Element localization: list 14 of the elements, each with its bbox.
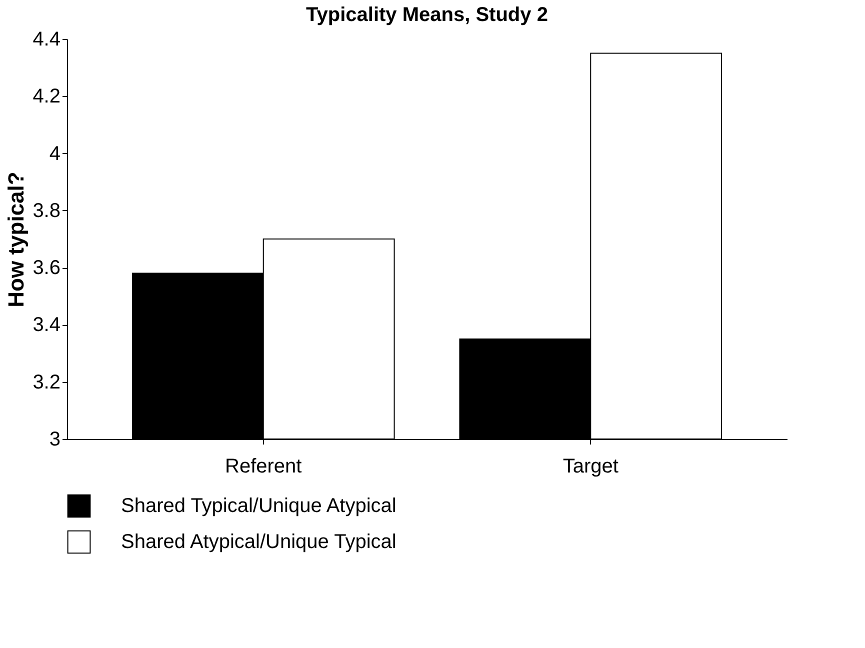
y-tick-label: 4.4	[32, 28, 60, 50]
chart-title: Typicality Means, Study 2	[306, 4, 548, 26]
x-tick-label: Referent	[225, 456, 302, 478]
y-tick-label: 4	[49, 142, 60, 165]
y-tick-label: 3.4	[32, 314, 60, 336]
y-tick-label: 3	[49, 428, 60, 450]
x-tick-label: Target	[562, 456, 619, 478]
y-tick-label: 3.8	[32, 200, 60, 222]
y-tick-label: 4.2	[32, 86, 60, 108]
y-tick-label: 3.2	[32, 371, 60, 394]
legend-label: Shared Typical/Unique Atypical	[121, 495, 396, 517]
y-tick-label: 3.6	[32, 257, 60, 280]
legend-label: Shared Atypical/Unique Typical	[121, 531, 396, 553]
y-axis-title: How typical?	[4, 172, 29, 308]
